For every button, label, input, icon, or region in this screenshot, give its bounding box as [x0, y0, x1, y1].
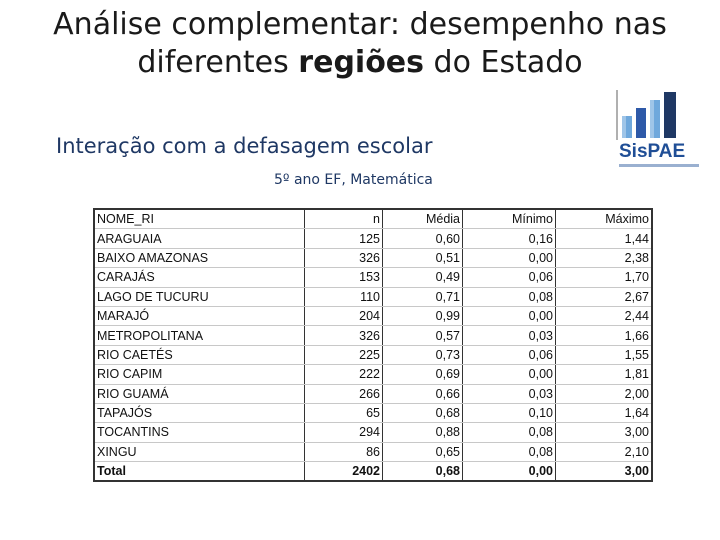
cell-n: 294	[304, 422, 383, 443]
cell-region: XINGU	[93, 442, 305, 463]
cell-region: ARAGUAIA	[93, 228, 305, 249]
cell-maximo: 1,55	[555, 345, 653, 366]
cell-n: 222	[304, 364, 383, 385]
cell-n: 225	[304, 345, 383, 366]
logo-underline	[619, 164, 699, 167]
header-media: Média	[382, 208, 463, 230]
cell-region: METROPOLITANA	[93, 325, 305, 346]
title-line-2-post: do Estado	[424, 45, 583, 80]
cell-region: LAGO DE TUCURU	[93, 287, 305, 307]
cell-n: 153	[304, 267, 383, 288]
cell-maximo: 1,70	[555, 267, 653, 288]
cell-n: 65	[304, 403, 383, 424]
cell-region: RIO CAETÉS	[93, 345, 305, 366]
title-line-2-bold: regiões	[298, 45, 425, 80]
cell-n: 266	[304, 384, 383, 404]
cell-region: RIO GUAMÁ	[93, 384, 305, 404]
cell-maximo: 2,38	[555, 248, 653, 269]
header-maximo: Máximo	[555, 208, 653, 230]
cell-media: 0,88	[382, 422, 463, 443]
table-row: TOCANTINS 294 0,88 0,08 3,00	[93, 422, 653, 443]
cell-maximo: 1,64	[555, 403, 653, 424]
table-row: CARAJÁS 153 0,49 0,06 1,70	[93, 267, 653, 288]
cell-region: TOCANTINS	[93, 422, 305, 443]
cell-media: 0,60	[382, 228, 463, 249]
logo-text: SisPAE	[619, 141, 686, 162]
total-label: Total	[93, 461, 305, 483]
cell-maximo: 2,44	[555, 306, 653, 327]
cell-minimo: 0,03	[462, 325, 556, 346]
cell-maximo: 1,81	[555, 364, 653, 385]
table-row: RIO GUAMÁ 266 0,66 0,03 2,00	[93, 384, 653, 404]
total-media: 0,68	[382, 461, 463, 483]
cell-region: MARAJÓ	[93, 306, 305, 327]
cell-media: 0,99	[382, 306, 463, 327]
total-row: Total 2402 0,68 0,00 3,00	[93, 461, 653, 483]
cell-media: 0,68	[382, 403, 463, 424]
grade-label: 5º ano EF, Matemática	[274, 172, 433, 188]
cell-n: 326	[304, 325, 383, 346]
sispae-logo-icon	[616, 90, 676, 140]
cell-media: 0,65	[382, 442, 463, 463]
subtitle: Interação com a defasagem escolar	[56, 134, 433, 158]
title-line-2-pre: diferentes	[137, 45, 299, 80]
total-n: 2402	[304, 461, 383, 483]
cell-maximo: 1,66	[555, 325, 653, 346]
header-n: n	[304, 208, 383, 230]
cell-minimo: 0,00	[462, 248, 556, 269]
title-line-2: diferentes regiões do Estado	[10, 44, 710, 82]
table-row: ARAGUAIA 125 0,60 0,16 1,44	[93, 228, 653, 249]
cell-region: BAIXO AMAZONAS	[93, 248, 305, 269]
total-maximo: 3,00	[555, 461, 653, 483]
cell-minimo: 0,08	[462, 422, 556, 443]
cell-n: 86	[304, 442, 383, 463]
slide-title: Análise complementar: desempenho nas dif…	[10, 6, 710, 82]
cell-region: RIO CAPIM	[93, 364, 305, 385]
table-row: BAIXO AMAZONAS 326 0,51 0,00 2,38	[93, 248, 653, 269]
table-row: RIO CAPIM 222 0,69 0,00 1,81	[93, 364, 653, 385]
cell-minimo: 0,08	[462, 287, 556, 307]
table-row: TAPAJÓS 65 0,68 0,10 1,64	[93, 403, 653, 424]
cell-minimo: 0,16	[462, 228, 556, 249]
data-table: NOME_RI n Média Mínimo Máximo ARAGUAIA 1…	[93, 208, 653, 483]
table-row: LAGO DE TUCURU 110 0,71 0,08 2,67	[93, 287, 653, 307]
cell-n: 326	[304, 248, 383, 269]
header-row: NOME_RI n Média Mínimo Máximo	[93, 208, 653, 230]
table-row: METROPOLITANA 326 0,57 0,03 1,66	[93, 325, 653, 346]
cell-minimo: 0,06	[462, 267, 556, 288]
cell-minimo: 0,00	[462, 364, 556, 385]
cell-minimo: 0,06	[462, 345, 556, 366]
cell-media: 0,69	[382, 364, 463, 385]
cell-media: 0,66	[382, 384, 463, 404]
cell-media: 0,57	[382, 325, 463, 346]
table-row: XINGU 86 0,65 0,08 2,10	[93, 442, 653, 463]
cell-maximo: 1,44	[555, 228, 653, 249]
header-minimo: Mínimo	[462, 208, 556, 230]
title-line-1: Análise complementar: desempenho nas	[53, 7, 667, 42]
cell-maximo: 2,00	[555, 384, 653, 404]
cell-maximo: 3,00	[555, 422, 653, 443]
cell-minimo: 0,03	[462, 384, 556, 404]
cell-region: TAPAJÓS	[93, 403, 305, 424]
cell-media: 0,71	[382, 287, 463, 307]
cell-minimo: 0,10	[462, 403, 556, 424]
cell-maximo: 2,67	[555, 287, 653, 307]
cell-n: 110	[304, 287, 383, 307]
cell-media: 0,49	[382, 267, 463, 288]
cell-minimo: 0,00	[462, 306, 556, 327]
cell-minimo: 0,08	[462, 442, 556, 463]
table-row: MARAJÓ 204 0,99 0,00 2,44	[93, 306, 653, 327]
cell-n: 204	[304, 306, 383, 327]
header-nome-ri: NOME_RI	[93, 208, 305, 230]
total-minimo: 0,00	[462, 461, 556, 483]
table-row: RIO CAETÉS 225 0,73 0,06 1,55	[93, 345, 653, 366]
cell-media: 0,51	[382, 248, 463, 269]
cell-media: 0,73	[382, 345, 463, 366]
cell-region: CARAJÁS	[93, 267, 305, 288]
cell-n: 125	[304, 228, 383, 249]
cell-maximo: 2,10	[555, 442, 653, 463]
